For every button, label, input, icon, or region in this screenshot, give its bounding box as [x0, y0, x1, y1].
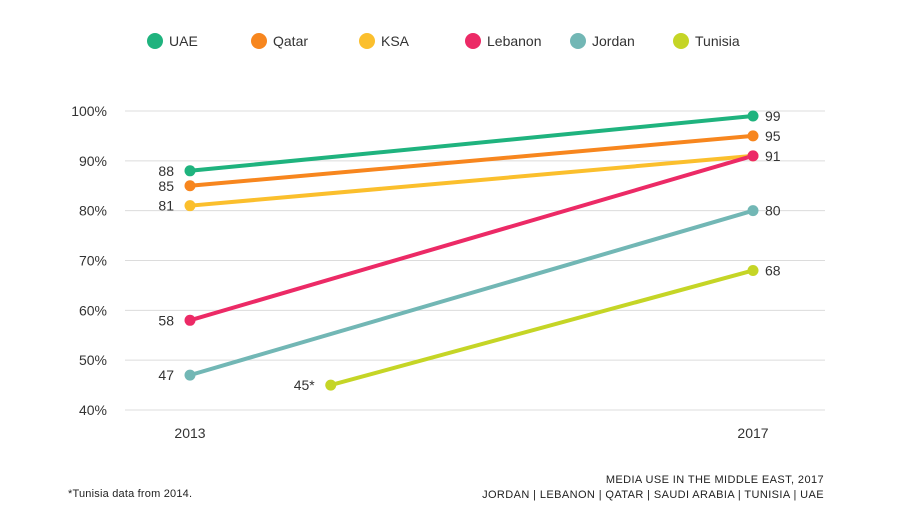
data-label-jordan-2013: 47 [158, 367, 174, 383]
data-label-uae-2017: 99 [765, 108, 781, 124]
line-tunisia [328, 268, 755, 388]
legend-item-lebanon: Lebanon [465, 33, 542, 49]
y-axis: 40% 50% 60% 70% 80% 90% 100% [71, 103, 107, 418]
legend-swatch-tunisia [673, 33, 689, 49]
x-axis: 2013 2017 [174, 425, 768, 441]
legend-swatch-qatar [251, 33, 267, 49]
line-qatar [188, 133, 755, 188]
data-label-uae-2013: 88 [158, 163, 174, 179]
data-label-tunisia-2014: 45* [294, 377, 316, 393]
point-jordan-2013 [184, 369, 196, 381]
legend-label-uae: UAE [169, 33, 198, 49]
data-label-qatar-2013: 85 [158, 178, 174, 194]
series-lines [188, 113, 755, 388]
line-jordan [188, 208, 755, 378]
legend-swatch-jordan [570, 33, 586, 49]
source-title: MEDIA USE IN THE MIDDLE EAST, 2017 [605, 474, 824, 486]
data-label-tunisia-2017: 68 [765, 262, 781, 278]
legend-item-uae: UAE [147, 33, 198, 49]
legend-label-tunisia: Tunisia [695, 33, 740, 49]
legend: UAE Qatar KSA Lebanon Jordan Tunisia [147, 33, 740, 49]
legend-item-qatar: Qatar [251, 33, 308, 49]
point-ksa-2013 [184, 200, 196, 212]
y-tick-label: 80% [79, 203, 107, 219]
series-points [184, 110, 759, 391]
footnote: *Tunisia data from 2014. [68, 488, 193, 500]
point-qatar-2013 [184, 180, 196, 192]
data-label-lebanon-2017: 91 [765, 148, 781, 164]
legend-swatch-ksa [359, 33, 375, 49]
legend-label-qatar: Qatar [273, 33, 308, 49]
line-lebanon [188, 153, 755, 323]
legend-item-ksa: KSA [359, 33, 410, 49]
y-tick-label: 40% [79, 402, 107, 418]
legend-label-lebanon: Lebanon [487, 33, 542, 49]
source-subtitle: JORDAN | LEBANON | QATAR | SAUDI ARABIA … [482, 489, 824, 501]
y-tick-label: 60% [79, 302, 107, 318]
data-label-jordan-2017: 80 [765, 203, 781, 219]
data-label-ksa-2013: 81 [158, 198, 174, 214]
point-lebanon-2017 [747, 150, 759, 162]
point-jordan-2017 [747, 205, 759, 217]
point-qatar-2017 [747, 130, 759, 142]
legend-label-jordan: Jordan [592, 33, 635, 49]
point-tunisia-2017 [747, 264, 759, 276]
x-tick-label: 2017 [737, 425, 768, 441]
y-tick-label: 50% [79, 352, 107, 368]
y-tick-label: 70% [79, 253, 107, 269]
data-label-qatar-2017: 95 [765, 128, 781, 144]
y-tick-label: 100% [71, 103, 107, 119]
legend-item-jordan: Jordan [570, 33, 635, 49]
line-uae [188, 113, 755, 173]
y-tick-label: 90% [79, 153, 107, 169]
point-tunisia-2014 [325, 379, 337, 391]
point-uae-2013 [184, 165, 196, 177]
legend-swatch-uae [147, 33, 163, 49]
point-uae-2017 [747, 110, 759, 122]
legend-label-ksa: KSA [381, 33, 410, 49]
data-label-lebanon-2013: 58 [158, 312, 174, 328]
line-ksa [188, 153, 755, 208]
legend-item-tunisia: Tunisia [673, 33, 740, 49]
x-tick-label: 2013 [174, 425, 205, 441]
point-lebanon-2013 [184, 314, 196, 326]
data-labels: 88 99 85 95 81 58 91 47 80 45* 68 [158, 108, 780, 393]
legend-swatch-lebanon [465, 33, 481, 49]
